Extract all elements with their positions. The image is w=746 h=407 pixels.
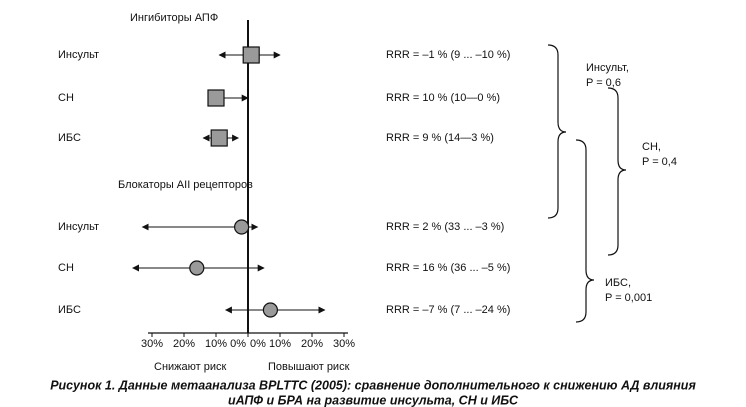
category-label: Инсульт <box>58 49 99 61</box>
category-label: СН <box>58 92 74 104</box>
point-marker <box>207 89 225 107</box>
value-label: RRR = –1 % (9 ... –10 %) <box>386 49 510 61</box>
point-marker <box>242 46 260 64</box>
x-tick-label: 30% <box>333 338 355 350</box>
value-label: RRR = 2 % (33 ... –3 %) <box>386 221 504 233</box>
point-marker <box>189 260 205 276</box>
caption: Рисунок 1. Данные метаанализа BPLTTC (20… <box>50 378 696 392</box>
comparison-p: P = 0,4 <box>642 156 677 168</box>
value-label: RRR = 10 % (10—0 %) <box>386 92 500 104</box>
caption: иАПФ и БРА на развитие инсульта, СН и ИБ… <box>228 393 519 407</box>
brace <box>575 139 595 323</box>
value-label: RRR = 16 % (36 ... –5 %) <box>386 262 510 274</box>
brace <box>547 44 567 219</box>
x-tick-label: 20% <box>173 338 195 350</box>
comparison-label: ИБС, <box>605 277 631 289</box>
comparison-p: P = 0,001 <box>605 292 652 304</box>
point-marker <box>262 302 278 318</box>
category-label: ИБС <box>58 132 81 144</box>
value-label: RRR = 9 % (14—3 %) <box>386 132 494 144</box>
group-title: Блокаторы AII рецепторов <box>118 179 253 191</box>
x-tick-label: 10% <box>269 338 291 350</box>
point-marker <box>234 219 250 235</box>
x-label-right: Повышают риск <box>268 361 350 373</box>
comparison-label: Инсульт, <box>586 62 629 74</box>
comparison-p: P = 0,6 <box>586 77 621 89</box>
x-tick-label: 30% <box>141 338 163 350</box>
x-tick-label: 20% <box>301 338 323 350</box>
x-tick-label: 10% <box>205 338 227 350</box>
point-marker <box>210 129 228 147</box>
group-title: Ингибиторы АПФ <box>130 12 218 24</box>
category-label: СН <box>58 262 74 274</box>
x-tick-label: 0% <box>250 338 266 350</box>
category-label: ИБС <box>58 304 81 316</box>
x-label-left: Снижают риск <box>154 361 227 373</box>
comparison-label: СН, <box>642 141 661 153</box>
category-label: Инсульт <box>58 221 99 233</box>
x-tick-label: 0% <box>230 338 246 350</box>
brace <box>607 87 627 256</box>
value-label: RRR = –7 % (7 ... –24 %) <box>386 304 510 316</box>
